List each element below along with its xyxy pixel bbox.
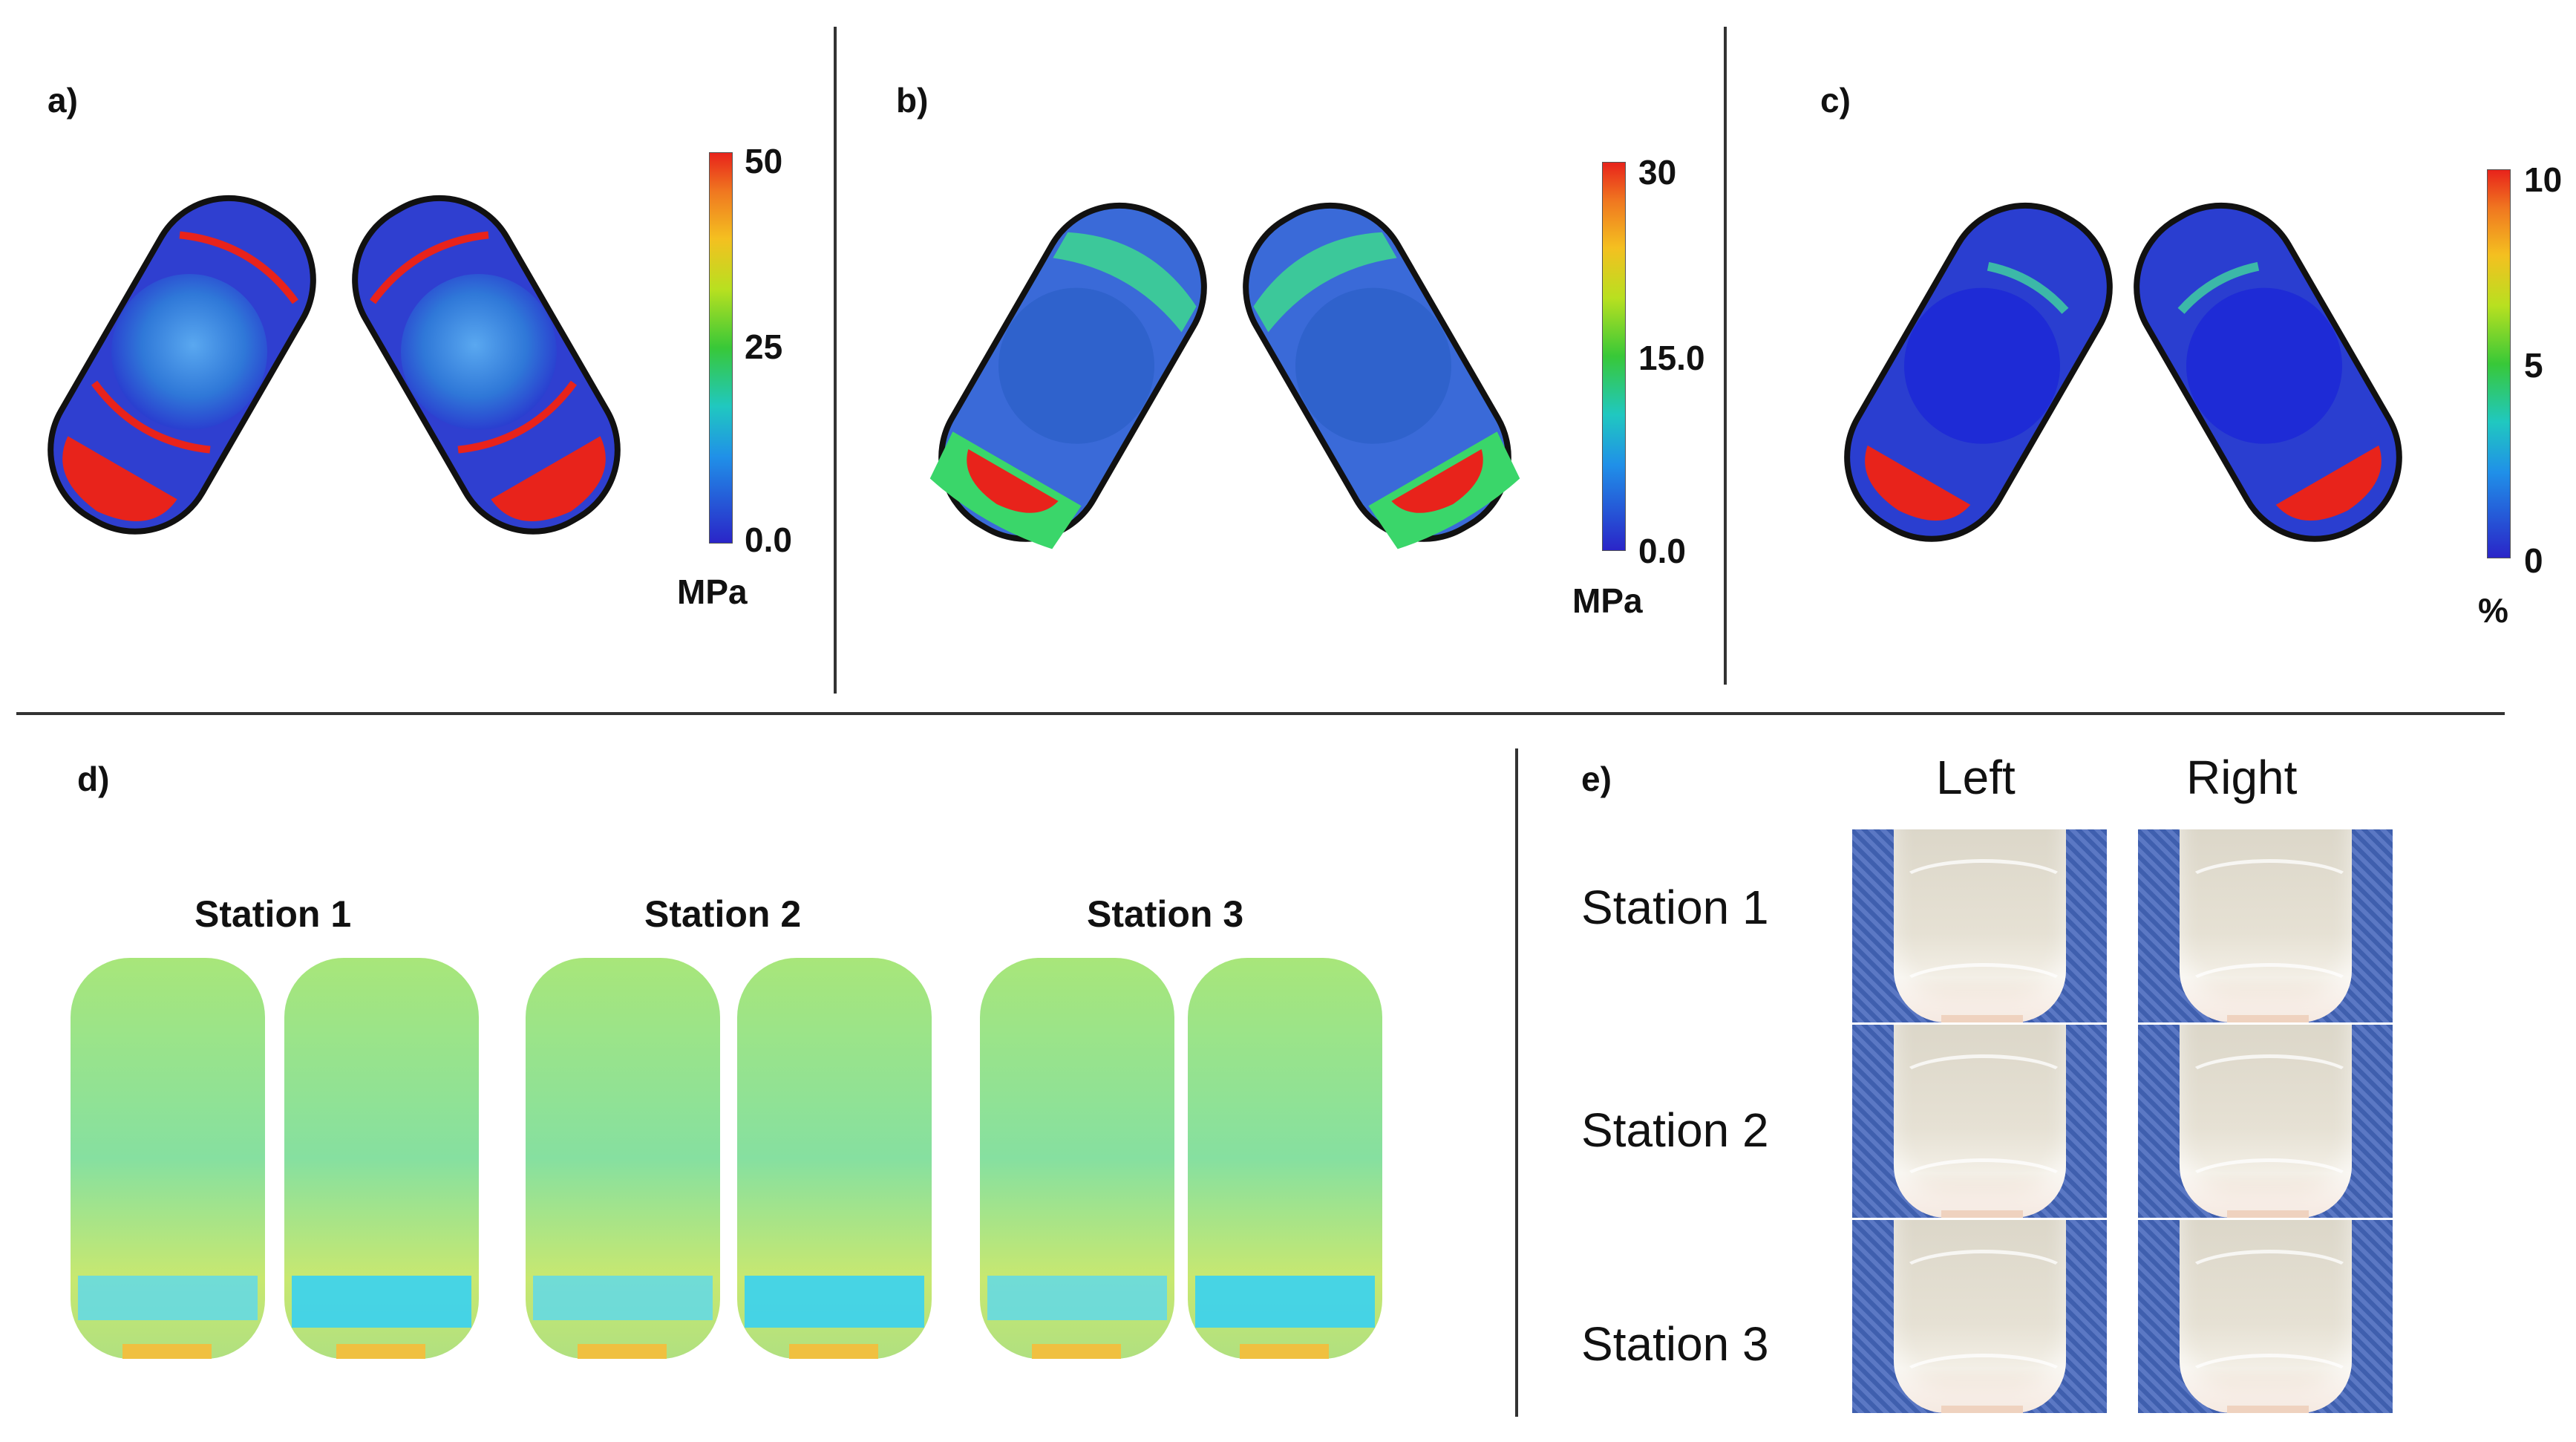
colorbar-c-tick-max: 10 <box>2524 160 2563 199</box>
panel-e-row-station-1: Station 1 <box>1581 881 1769 934</box>
divider-de <box>1515 748 1518 1417</box>
photo-station-1-right <box>2138 829 2393 1022</box>
divider-bc <box>1724 27 1727 685</box>
panel-label-b: b) <box>896 81 929 120</box>
d-vial-s3-right <box>1188 958 1382 1359</box>
photo-station-3-right <box>2138 1220 2393 1413</box>
panel-label-c: c) <box>1820 81 1851 120</box>
colorbar-b-tick-max: 30 <box>1638 153 1677 192</box>
divider-ab <box>834 27 837 694</box>
panel-label-d: d) <box>77 760 110 798</box>
panel-d-station-2-label: Station 2 <box>644 893 802 935</box>
photo-station-3-left <box>1852 1220 2107 1413</box>
colorbar-b <box>1602 162 1626 551</box>
divider-top-bottom <box>16 712 2505 715</box>
panel-d-vial-maps <box>71 958 1382 1359</box>
colorbar-a-tick-min: 0.0 <box>745 521 792 559</box>
photo-station-2-left <box>1852 1025 2107 1218</box>
colorbar-a-unit: MPa <box>677 572 748 611</box>
colorbar-c-tick-min: 0 <box>2524 541 2543 580</box>
vial-c-right <box>2134 202 2402 542</box>
colorbar-c-unit: % <box>2478 591 2508 630</box>
photo-station-2-right <box>2138 1025 2393 1218</box>
colorbar-c <box>2487 169 2511 558</box>
colorbar-c-tick-mid: 5 <box>2524 346 2543 385</box>
d-vial-s3-left <box>980 958 1174 1359</box>
vial-c-left <box>1844 202 2113 542</box>
panel-e-column-right: Right <box>2186 751 2298 804</box>
panel-label-a: a) <box>48 81 78 120</box>
panel-label-e: e) <box>1581 760 1612 798</box>
panel-d-station-3-label: Station 3 <box>1087 893 1244 935</box>
panel-e-column-left: Left <box>1936 751 2016 804</box>
vial-b-left <box>929 202 1207 549</box>
vial-b-right <box>1243 202 1520 549</box>
d-vial-s1-right <box>284 958 479 1359</box>
d-vial-s1-left <box>71 958 265 1359</box>
panel-d-station-1-label: Station 1 <box>194 893 352 935</box>
photo-station-1-left <box>1852 829 2107 1022</box>
colorbar-a-tick-mid: 25 <box>745 327 783 366</box>
colorbar-b-unit: MPa <box>1572 581 1643 620</box>
panel-b-stress-map <box>929 202 1520 549</box>
vial-a-right <box>352 195 621 535</box>
panel-a-stress-map <box>48 195 621 535</box>
panel-e-row-station-3: Station 3 <box>1581 1317 1769 1371</box>
panel-e-row-station-2: Station 2 <box>1581 1103 1769 1157</box>
colorbar-a-tick-max: 50 <box>745 142 783 180</box>
panel-c-strain-map <box>1844 202 2402 542</box>
d-vial-s2-left <box>526 958 720 1359</box>
colorbar-b-tick-mid: 15.0 <box>1638 339 1705 377</box>
colorbar-a <box>709 152 733 544</box>
vial-a-left <box>48 195 316 535</box>
colorbar-b-tick-min: 0.0 <box>1638 532 1686 570</box>
d-vial-s2-right <box>737 958 932 1359</box>
